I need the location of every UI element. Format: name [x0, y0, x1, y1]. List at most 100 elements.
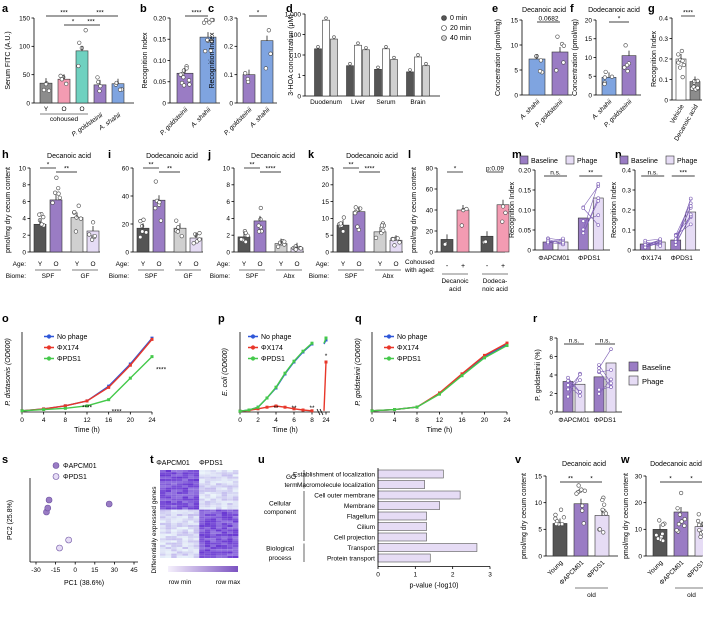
- data-point: [674, 528, 679, 533]
- heatmap-cell: [227, 542, 233, 545]
- significance-label: n.s.: [600, 338, 611, 345]
- heatmap-cell: [221, 492, 228, 495]
- y-axis-label: 3-HOA concentration (μM): [288, 14, 295, 95]
- y-tick-label: 0: [125, 249, 129, 256]
- heatmap-cell: [199, 505, 205, 508]
- heatmap-cell: [160, 474, 166, 477]
- heatmap-cell: [165, 470, 172, 473]
- heatmap-cell: [160, 483, 166, 486]
- row-label: Age:: [217, 261, 231, 268]
- heatmap-cell: [188, 489, 194, 492]
- data-point: [77, 40, 82, 45]
- data-point: [677, 512, 683, 517]
- heatmap-cell: [188, 483, 194, 486]
- y-tick-label: 5: [325, 233, 329, 240]
- x-tick-label: 3: [488, 572, 492, 579]
- x-tick-label: P. goldsteinii: [159, 106, 190, 137]
- heatmap-cell: [204, 514, 211, 517]
- heatmap-cell: [188, 494, 194, 497]
- heatmap-cell: [165, 520, 172, 523]
- y-tick-label: 150: [19, 15, 30, 22]
- heatmap-cell: [188, 474, 194, 477]
- x-tick-label: O: [193, 261, 198, 268]
- heatmap-cell: [176, 516, 183, 519]
- data-point: [600, 497, 605, 503]
- heatmap-cell: [188, 472, 194, 475]
- data-point: [609, 381, 613, 386]
- paired-line: [567, 380, 581, 393]
- heatmap-cell: [204, 485, 211, 488]
- data-point: [74, 215, 79, 220]
- heatmap-cell: [221, 472, 228, 475]
- data-point: [623, 43, 628, 48]
- series-marker: [107, 385, 111, 389]
- data-point: [140, 229, 145, 234]
- data-point: [50, 200, 55, 205]
- heatmap-cell: [182, 511, 188, 514]
- series-marker: [42, 408, 46, 412]
- data-point: [696, 522, 702, 527]
- heatmap-cell: [171, 481, 177, 484]
- data-point: [538, 58, 543, 63]
- data-point: [582, 488, 587, 493]
- paired-line: [567, 374, 581, 390]
- heatmap-cell: [232, 547, 239, 550]
- heatmap-cell: [204, 540, 211, 543]
- heatmap-cell: [176, 487, 183, 490]
- y-tick-label: 0: [297, 93, 301, 100]
- heatmap-cell: [199, 522, 205, 525]
- group-label: SPF: [145, 273, 158, 280]
- bar: [377, 480, 425, 489]
- heatmap-cell: [176, 483, 183, 486]
- data-point: [676, 60, 681, 65]
- y-tick-label: 0: [26, 100, 30, 107]
- panel-title: Dodecanoic acid: [588, 7, 640, 14]
- data-point: [276, 244, 281, 249]
- series-line: [371, 342, 508, 412]
- y-tick-label: 1: [297, 73, 301, 80]
- heatmap-cell: [176, 555, 183, 558]
- significance-label: *: [590, 476, 593, 483]
- category-label: Flagellum: [347, 514, 375, 521]
- axis-break: [319, 408, 324, 416]
- x-tick-label: Y: [75, 261, 80, 268]
- heatmap-cell: [160, 553, 166, 556]
- paired-line: [645, 241, 661, 247]
- y-axis-label: Recognition Index: [142, 32, 149, 89]
- series-marker: [238, 409, 242, 413]
- heatmap-cell: [176, 503, 183, 506]
- y-tick-label: 10: [19, 165, 27, 172]
- data-point: [341, 229, 346, 234]
- panel-letter: n: [615, 149, 622, 161]
- heatmap-cell: [176, 496, 183, 499]
- heatmap-cell: [204, 511, 211, 514]
- data-point: [695, 85, 700, 90]
- panel-letter: v: [515, 454, 522, 466]
- heatmap-cell: [193, 544, 200, 547]
- series-marker: [310, 409, 314, 413]
- y-axis-label: PC2 (25.8%): [7, 500, 14, 540]
- heatmap-cell: [171, 470, 177, 473]
- significance-label: p:0.09: [486, 166, 504, 173]
- heatmap-cell: [232, 522, 239, 525]
- data-point: [676, 52, 681, 57]
- data-point: [696, 518, 701, 524]
- heatmap-cell: [232, 516, 239, 519]
- data-point: [203, 17, 209, 23]
- heatmap-cell: [182, 514, 188, 517]
- panel-letter: h: [2, 149, 9, 161]
- heatmap-cell: [199, 498, 205, 501]
- data-point: [44, 504, 52, 512]
- y-tick-label: 20: [585, 17, 593, 24]
- heatmap-cell: [182, 472, 188, 475]
- heatmap-cell: [221, 478, 228, 481]
- series-marker: [483, 353, 486, 357]
- heatmap-cell: [216, 551, 222, 554]
- data-point: [384, 45, 388, 49]
- heatmap-cell: [171, 518, 177, 521]
- panel-letter: s: [2, 454, 8, 466]
- heatmap-cell: [160, 538, 166, 541]
- group-label: term: [285, 482, 298, 489]
- paired-line: [675, 205, 692, 242]
- heatmap-cell: [199, 478, 205, 481]
